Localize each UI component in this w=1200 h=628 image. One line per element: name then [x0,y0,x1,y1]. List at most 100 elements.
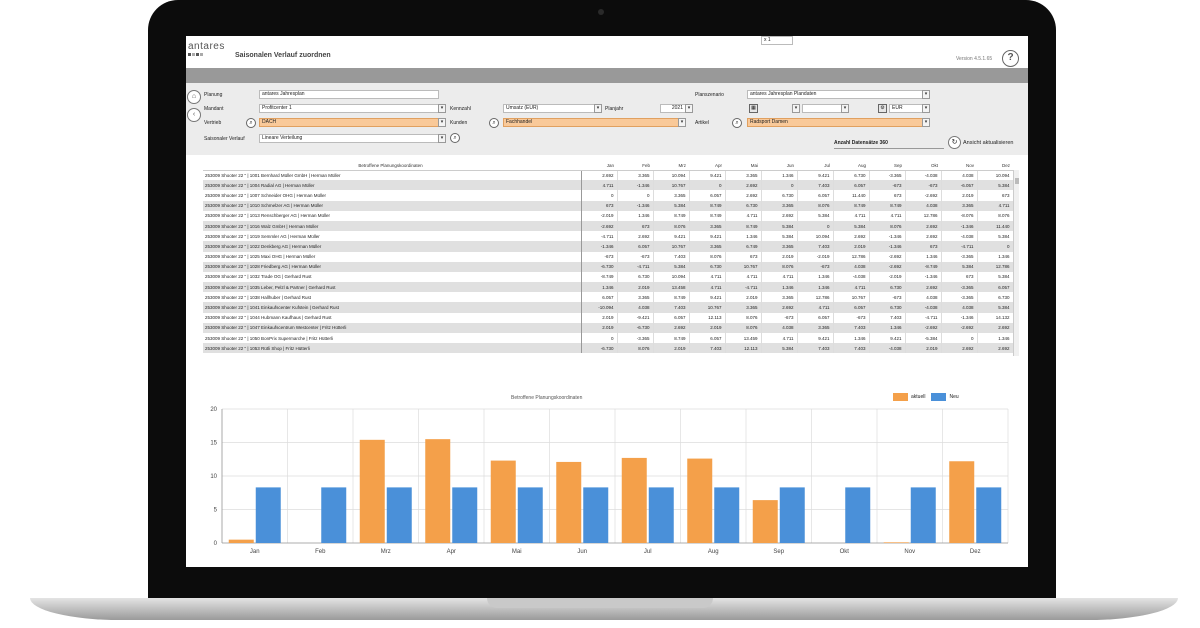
table-cell-coordinates[interactable]: 253009 Shooter 22 " | 1004 Radial AG | H… [203,180,582,191]
table-cell-value[interactable]: 8.076 [653,220,690,232]
table-cell-value[interactable]: 6.057 [689,190,726,201]
table-cell-value[interactable]: 0 [977,241,1014,252]
table-cell-value[interactable]: -8.749 [581,271,618,283]
table-cell-value[interactable]: 8.749 [653,210,690,221]
table-cell-value[interactable]: 8.749 [689,210,726,221]
table-cell-value[interactable]: 8.076 [797,200,834,211]
table-cell-value[interactable]: 9.421 [689,231,726,242]
table-cell-value[interactable]: 4.711 [761,333,798,344]
bar-aktuell-jun[interactable] [556,461,582,543]
table-cell-value[interactable]: -10.094 [581,302,618,313]
bar-aktuell-jul[interactable] [621,457,647,543]
faktor2-field[interactable] [802,104,842,113]
table-cell-value[interactable]: 4.038 [833,261,870,272]
table-cell-value[interactable]: 0 [581,190,618,201]
bar-neu-sep[interactable] [779,487,805,543]
table-cell-value[interactable]: 2.692 [833,231,870,242]
table-cell-value[interactable]: 10.767 [689,302,726,313]
legend-item-aktuell[interactable]: aktuell [893,393,925,401]
table-cell-value[interactable]: 5.384 [653,200,690,211]
table-cell-value[interactable]: 12.113 [689,312,726,323]
table-cell-value[interactable]: 10.094 [797,231,834,242]
table-cell-value[interactable]: -1.346 [617,180,654,191]
verlauf-chevron-down-icon[interactable]: ▾ [438,134,446,143]
table-cell-value[interactable]: 5.384 [977,231,1014,242]
table-cell-value[interactable]: -6.730 [617,322,654,333]
table-cell-value[interactable]: 3.365 [617,170,654,181]
table-row[interactable]: 253009 Shooter 22 " | 1038 Hallhuber | G… [203,292,1014,303]
table-cell-value[interactable]: -2.019 [869,271,906,283]
bar-aktuell-jan[interactable] [228,539,254,543]
table-cell-value[interactable]: 0 [761,180,798,191]
table-cell-value[interactable]: -673 [617,251,654,262]
table-cell-value[interactable]: 7.403 [797,241,834,252]
table-cell-value[interactable]: -6.057 [941,180,978,191]
table-row[interactable]: 253009 Shooter 22 " | 1025 Maxi OHG | He… [203,251,1014,262]
table-row[interactable]: 253009 Shooter 22 " | 1004 Radial AG | H… [203,180,1014,191]
table-scrollbar[interactable] [1013,170,1019,356]
table-cell-value[interactable]: 9.421 [869,333,906,344]
table-cell-value[interactable]: 1.346 [905,251,942,262]
table-cell-value[interactable]: 0 [689,180,726,191]
table-cell-value[interactable]: 1.346 [725,231,762,242]
table-cell-value[interactable]: 8.076 [977,210,1014,221]
planjahr-chevron-down-icon[interactable]: ▾ [685,104,693,113]
table-cell-value[interactable]: 0 [617,190,654,201]
table-cell-value[interactable]: 10.767 [653,180,690,191]
table-cell-value[interactable]: 0 [581,333,618,344]
table-cell-value[interactable]: 8.076 [725,322,762,333]
table-cell-value[interactable]: 9.421 [797,170,834,181]
table-cell-value[interactable]: 1.346 [977,333,1014,344]
table-cell-value[interactable]: -4.711 [617,261,654,272]
table-cell-value[interactable]: 2.019 [725,292,762,303]
verlauf-field[interactable]: Lineare Verteilung [259,134,439,143]
table-cell-value[interactable]: 2.019 [905,343,942,354]
table-cell-value[interactable]: 12.113 [725,343,762,354]
planszenario-chevron-down-icon[interactable]: ▾ [922,90,930,99]
bar-neu-apr[interactable] [452,487,478,543]
table-cell-value[interactable]: 5.384 [977,180,1014,191]
table-cell-value[interactable]: 10.094 [977,170,1014,181]
mandant-field[interactable]: Profitcenter 1 [259,104,439,113]
faktor-chevron-down-icon[interactable]: ▾ [792,104,800,113]
table-cell-value[interactable]: 4.711 [689,282,726,293]
faktor-field[interactable]: x 1 [761,36,793,45]
table-cell-value[interactable]: 6.730 [977,292,1014,303]
table-cell-value[interactable]: 13.458 [653,282,690,293]
table-cell-coordinates[interactable]: 253009 Shooter 22 " | 1047 Einkaufscentr… [203,322,582,333]
table-cell-value[interactable]: 3.365 [761,241,798,252]
table-cell-value[interactable]: -6.730 [581,261,618,272]
table-cell-value[interactable]: 8.749 [869,200,906,211]
table-cell-value[interactable]: 2.019 [941,190,978,201]
table-cell-value[interactable]: 13.459 [725,333,762,344]
table-cell-value[interactable]: 1.346 [761,170,798,181]
verlauf-search-icon[interactable]: ⌕ [450,133,460,143]
table-row[interactable]: 253009 Shooter 22 " | 1001 Bernhard Müll… [203,170,1014,181]
table-cell-value[interactable]: 8.749 [653,292,690,303]
bar-aktuell-mai[interactable] [490,460,516,543]
table-cell-value[interactable]: 12.786 [905,210,942,221]
vertrieb-search-icon[interactable]: ⌕ [246,118,256,128]
table-cell-value[interactable]: 3.365 [689,220,726,232]
planszenario-field[interactable]: antares Jahresplan Plandaten [747,90,923,99]
table-cell-value[interactable]: -1.346 [617,200,654,211]
table-cell-value[interactable]: 2.692 [977,343,1014,354]
table-cell-value[interactable]: 2.019 [653,343,690,354]
table-cell-value[interactable]: 4.038 [905,200,942,211]
waehrung-field[interactable]: EUR [889,104,923,113]
table-cell-value[interactable]: 4.038 [905,292,942,303]
waehrung-chevron-down-icon[interactable]: ▾ [922,104,930,113]
table-cell-value[interactable]: 12.786 [797,292,834,303]
table-cell-coordinates[interactable]: 253009 Shooter 22 " | 1001 Bernhard Müll… [203,170,582,181]
table-cell-value[interactable]: 8.749 [833,200,870,211]
table-cell-value[interactable]: 5.384 [977,271,1014,283]
table-cell-value[interactable]: -1.346 [941,220,978,232]
table-cell-value[interactable]: -673 [833,312,870,323]
vertrieb-chevron-down-icon[interactable]: ▾ [438,118,446,127]
bar-neu-nov[interactable] [910,487,936,543]
table-cell-value[interactable]: -6.730 [581,343,618,354]
table-cell-value[interactable]: 4.711 [869,210,906,221]
table-cell-value[interactable]: 6.057 [689,333,726,344]
table-cell-value[interactable]: -8.749 [905,261,942,272]
refresh-button[interactable]: Ansicht aktualisieren [963,140,1014,146]
